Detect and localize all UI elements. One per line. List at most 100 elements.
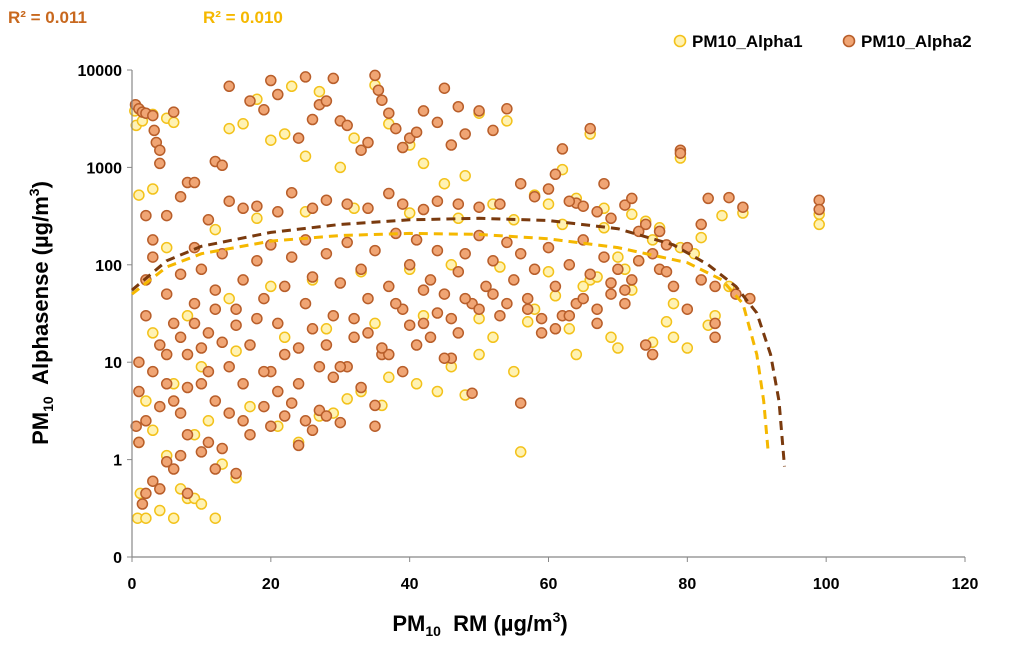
point-alpha2 [202, 327, 215, 339]
point-alpha2 [147, 365, 159, 378]
point-alpha1 [320, 323, 333, 335]
point-alpha1 [431, 385, 444, 398]
y-tick-label: 0 [113, 550, 122, 567]
tick-labels: 0 20 40 60 80 100 120 0 1 10 100 1000 10000 [78, 63, 979, 593]
point-alpha1 [577, 280, 589, 293]
point-alpha2 [188, 176, 201, 189]
point-alpha1 [154, 504, 166, 517]
point-alpha2 [181, 487, 194, 500]
point-alpha2 [237, 415, 249, 427]
point-alpha2 [598, 251, 610, 263]
point-alpha2 [521, 303, 534, 315]
point-alpha2 [258, 400, 270, 413]
point-alpha2 [278, 348, 291, 361]
point-alpha1 [147, 327, 159, 339]
point-alpha2 [723, 191, 735, 204]
point-alpha2 [202, 365, 215, 378]
point-alpha2 [223, 407, 235, 419]
x-tick-label: 100 [813, 576, 840, 593]
point-alpha2 [667, 280, 680, 293]
point-alpha2 [396, 141, 409, 154]
point-alpha2 [431, 307, 444, 319]
point-alpha2 [417, 317, 430, 330]
point-alpha2 [223, 195, 235, 207]
point-alpha2 [154, 400, 166, 413]
point-alpha2 [390, 297, 402, 310]
point-alpha2 [695, 218, 707, 231]
point-alpha2 [160, 348, 173, 361]
point-alpha2 [396, 198, 409, 210]
point-alpha2 [737, 201, 749, 213]
point-alpha2 [299, 297, 312, 310]
point-alpha2 [383, 187, 395, 200]
point-alpha2 [209, 395, 222, 407]
point-alpha1 [570, 348, 583, 361]
point-alpha2 [473, 201, 485, 213]
point-alpha2 [167, 317, 180, 330]
point-alpha2 [438, 352, 451, 364]
x-tick-label: 120 [952, 576, 979, 593]
point-alpha2 [591, 317, 603, 330]
point-alpha1 [383, 371, 395, 384]
point-alpha2 [563, 309, 576, 322]
point-alpha2 [355, 263, 367, 276]
point-alpha2 [292, 342, 305, 354]
point-alpha2 [299, 71, 312, 83]
point-alpha2 [383, 280, 395, 293]
point-alpha2 [660, 265, 673, 278]
y-tick-label: 1 [113, 453, 122, 470]
point-alpha2 [147, 234, 159, 246]
point-alpha1 [508, 365, 520, 378]
point-alpha2 [369, 420, 381, 432]
point-alpha2 [133, 356, 145, 368]
trendline-layer [131, 216, 786, 467]
point-alpha2 [223, 80, 235, 93]
x-axis-title: PM10 RM (µg/m3) [392, 609, 567, 639]
point-alpha2 [160, 456, 173, 468]
point-alpha2 [577, 292, 589, 305]
point-alpha1 [667, 331, 680, 344]
point-alpha1 [167, 116, 180, 129]
point-alpha1 [521, 316, 534, 328]
point-alpha2 [272, 88, 284, 101]
y-axis-title: PM10 Alphasense (µg/m3) [26, 181, 56, 445]
point-alpha2 [209, 303, 222, 315]
point-alpha1 [542, 198, 555, 210]
legend-label-alpha2: PM10_Alpha2 [861, 32, 972, 51]
point-alpha1 [251, 212, 263, 225]
point-alpha2 [410, 234, 423, 246]
point-alpha2 [174, 190, 187, 203]
point-alpha2 [251, 312, 263, 325]
point-alpha2 [251, 255, 263, 267]
point-alpha2 [244, 339, 256, 351]
point-alpha2 [341, 198, 353, 210]
point-alpha2 [320, 194, 333, 206]
point-alpha2 [140, 487, 152, 500]
point-alpha2 [584, 122, 596, 135]
point-alpha2 [362, 327, 374, 339]
point-alpha2 [362, 292, 374, 305]
point-alpha2 [431, 195, 444, 207]
point-alpha2 [372, 84, 385, 96]
point-alpha2 [327, 309, 340, 322]
point-alpha2 [195, 446, 208, 458]
point-alpha2 [494, 198, 506, 210]
point-alpha2 [695, 274, 707, 286]
point-alpha2 [147, 475, 159, 487]
point-alpha2 [417, 284, 430, 296]
point-alpha2 [452, 265, 465, 278]
point-alpha2 [410, 126, 423, 138]
point-alpha2 [514, 397, 527, 409]
point-alpha2 [369, 244, 381, 257]
point-alpha1 [487, 331, 499, 344]
point-alpha2 [619, 199, 631, 211]
legend-marker-alpha2 [842, 34, 856, 48]
point-alpha1 [445, 259, 458, 271]
point-alpha1 [223, 122, 235, 135]
point-alpha2 [154, 483, 166, 495]
point-alpha2 [147, 109, 159, 122]
point-alpha2 [209, 463, 222, 475]
point-alpha2 [403, 259, 416, 271]
point-alpha1 [612, 342, 624, 354]
point-alpha2 [459, 292, 471, 305]
